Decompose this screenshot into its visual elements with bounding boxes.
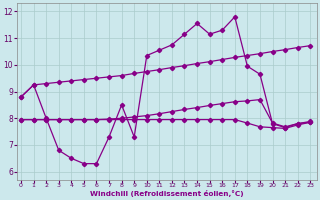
X-axis label: Windchill (Refroidissement éolien,°C): Windchill (Refroidissement éolien,°C) — [90, 190, 244, 197]
